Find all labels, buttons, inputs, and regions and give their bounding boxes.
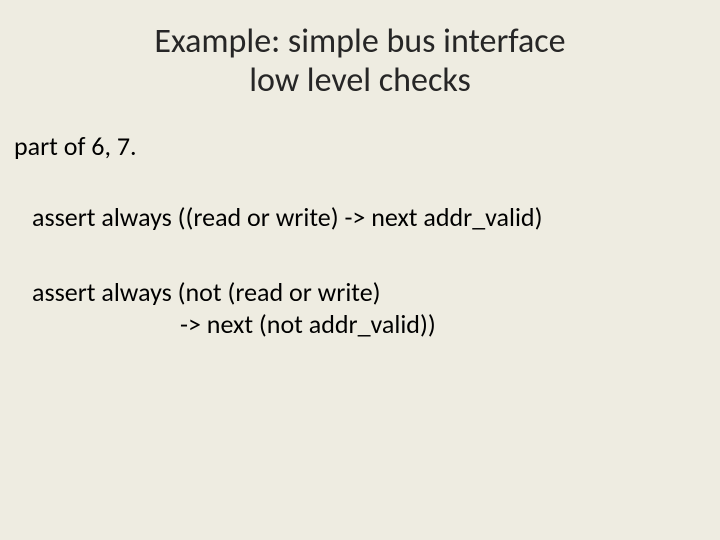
assertion-2-line-2: -> next (not addr_valid)) (0, 309, 720, 340)
slide-title: Example: simple bus interface low level … (0, 0, 720, 130)
assertion-2-line-1: assert always (not (read or write) (0, 277, 720, 308)
title-line-2: low level checks (0, 61, 720, 100)
assertion-1: assert always ((read or write) -> next a… (0, 202, 720, 233)
title-line-1: Example: simple bus interface (0, 22, 720, 61)
spacer (0, 233, 720, 277)
subheading: part of 6, 7. (0, 130, 720, 202)
